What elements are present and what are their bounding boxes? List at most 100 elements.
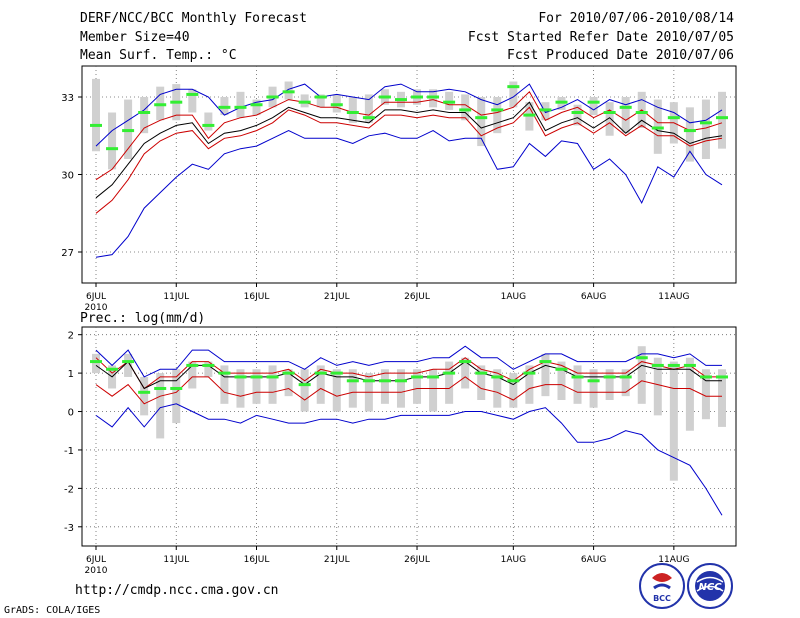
spread-bar: [525, 365, 534, 404]
spread-bar: [92, 78, 100, 152]
ensemble-marker: [475, 371, 488, 375]
series-max-line: [95, 345, 722, 378]
ensemble-marker: [667, 116, 680, 120]
ensemble-marker: [651, 363, 664, 367]
source-url[interactable]: http://cmdp.ncc.cma.gov.cn: [75, 583, 279, 598]
ensemble-marker: [106, 367, 119, 371]
spread-bar: [445, 361, 454, 404]
spread-bar: [541, 353, 550, 397]
ensemble-marker: [170, 386, 183, 390]
series-mean-line: [95, 360, 722, 390]
spread-bar: [685, 107, 694, 162]
spread-bar: [429, 369, 438, 412]
series-high-line: [95, 90, 723, 181]
spread-bar: [509, 373, 518, 408]
ensemble-marker: [507, 85, 520, 89]
ensemble-marker: [459, 108, 472, 112]
spread-bar: [718, 91, 726, 149]
ensemble-marker: [427, 375, 440, 379]
ensemble-marker: [106, 147, 119, 151]
ensemble-marker: [507, 379, 520, 383]
series-low-line: [95, 376, 722, 405]
produced-date: Fcst Produced Date 2010/07/06: [507, 48, 734, 63]
spread-bar: [605, 369, 614, 400]
y-tick-label: 1: [68, 369, 74, 380]
ensemble-marker: [603, 111, 616, 114]
ensemble-marker: [90, 360, 102, 364]
ensemble-marker: [234, 105, 247, 109]
x-tick-label: 26JUL: [404, 292, 430, 302]
ensemble-marker: [443, 100, 456, 104]
x-tick-label: 11AUG: [658, 555, 689, 565]
member-size: Member Size=40: [80, 30, 190, 45]
ensemble-marker: [362, 116, 375, 120]
x-tick-label: 6AUG: [581, 555, 606, 565]
ensemble-marker: [475, 116, 488, 120]
ncc-logo-text: NCC: [698, 582, 722, 593]
ensemble-marker: [523, 371, 536, 375]
ensemble-marker: [202, 123, 215, 127]
spread-bar: [236, 91, 245, 118]
spread-bar: [589, 369, 598, 408]
spread-bar: [509, 81, 518, 108]
y-tick-label: 27: [61, 248, 74, 259]
ensemble-marker: [330, 371, 343, 375]
spread-bar: [718, 369, 726, 427]
ensemble-marker: [186, 92, 199, 96]
y-tick-label: -1: [64, 446, 74, 457]
forecast-period: For 2010/07/06-2010/08/14: [538, 11, 734, 26]
ensemble-marker: [298, 383, 311, 387]
ensemble-marker: [667, 363, 680, 367]
ensemble-marker: [330, 103, 343, 107]
y-tick-label: 2: [68, 331, 74, 342]
series-mean-line: [95, 101, 723, 199]
x-tick-label: 11JUL: [163, 555, 189, 565]
ensemble-marker: [250, 103, 263, 107]
ensemble-marker: [699, 375, 712, 379]
spread-bar: [380, 369, 389, 404]
spread-bar: [461, 94, 470, 121]
ensemble-marker: [394, 379, 407, 383]
temperature-panel: 27 30 33 6JUL 11JUL 16JUL 21JUL 26JUL 1AUG 6AUG 11…: [61, 65, 737, 313]
x-year-label: 2010: [85, 303, 108, 313]
spread-bar: [348, 369, 357, 408]
spread-bar: [605, 102, 614, 136]
ensemble-marker: [298, 100, 311, 104]
ensemble-marker: [491, 108, 504, 112]
prec-label: Prec.: log(mm/d): [80, 311, 206, 326]
spread-bar: [669, 361, 678, 481]
ensemble-marker: [555, 367, 568, 371]
y-tick-label: 33: [61, 93, 74, 104]
spread-bar: [140, 376, 149, 416]
x-tick-label: 21JUL: [324, 555, 350, 565]
ensemble-marker: [603, 375, 616, 379]
spread-bar: [108, 112, 117, 170]
spread-bar: [701, 99, 710, 159]
spread-bar: [188, 89, 197, 113]
ensemble-marker: [555, 100, 568, 104]
ensemble-marker: [346, 111, 359, 114]
ensemble-marker: [314, 95, 327, 99]
x-tick-label: 11AUG: [658, 292, 689, 302]
chart-title: DERF/NCC/BCC Monthly Forecast: [80, 11, 307, 26]
spread-bar: [477, 97, 486, 147]
x-tick-label: 6AUG: [581, 292, 606, 302]
ensemble-marker: [716, 375, 728, 379]
ensemble-marker: [378, 379, 391, 383]
spread-bar: [493, 97, 502, 134]
ensemble-marker: [266, 375, 279, 379]
spread-bar: [493, 369, 502, 408]
ensemble-marker: [411, 95, 424, 99]
ensemble-marker: [635, 356, 648, 360]
ensemble-marker: [234, 375, 247, 379]
x-tick-label: 11JUL: [163, 292, 189, 302]
ncc-logo: NCC: [687, 563, 733, 609]
spread-bar: [653, 357, 662, 416]
ensemble-marker: [202, 363, 215, 367]
series-high-line: [95, 357, 722, 390]
series-max-line: [95, 83, 723, 147]
x-tick-label: 6JUL: [86, 292, 106, 302]
spread-bar: [461, 357, 470, 389]
ensemble-marker: [716, 116, 728, 120]
spread-bar: [396, 369, 405, 408]
